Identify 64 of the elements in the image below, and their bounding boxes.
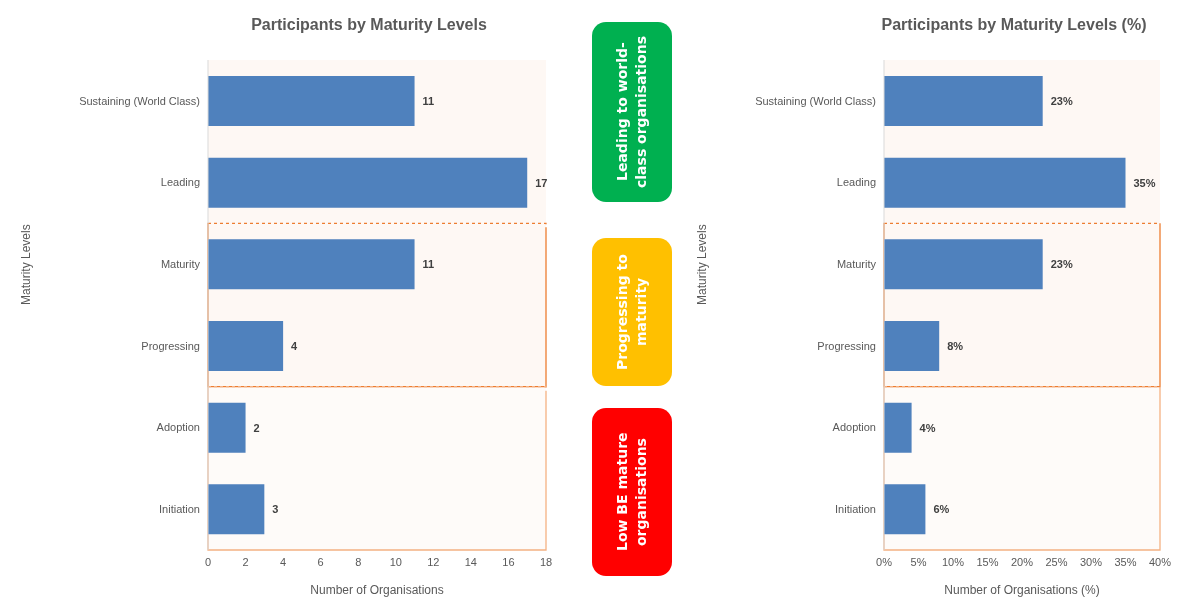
x-tick-label: 35% [1114,555,1137,568]
bar [884,321,940,371]
x-tick-label: 0% [876,555,893,568]
bar [884,76,1043,126]
x-tick-label: 8 [355,555,362,568]
y-tick-label: Maturity [160,258,201,271]
x-axis-title: Number of Organisations (%) [944,583,1100,597]
y-axis-title: Maturity Levels [19,224,34,305]
bar [208,157,528,208]
text: Low BE mature organisations [613,431,650,554]
y-tick-label: Leading [836,176,876,189]
bar [884,402,912,453]
bar [884,157,1126,208]
bar [208,402,246,453]
bar [208,76,415,126]
bar [884,484,926,535]
y-tick-label: Adoption [156,421,200,434]
x-tick-label: 14 [464,555,478,568]
y-tick-label: Leading [160,176,200,189]
x-tick-label: 10 [389,555,402,568]
data-label: 17 [535,176,548,189]
data-label: 23% [1050,258,1073,271]
y-tick-label: Progressing [817,339,876,352]
y-tick-label: Sustaining (World Class) [79,94,200,107]
x-tick-label: 2 [242,555,249,568]
data-label: 6% [933,503,950,516]
data-label: 4% [919,421,936,434]
x-tick-label: 6 [317,555,324,568]
bar [208,321,284,371]
data-label: 8% [947,339,964,352]
y-tick-label: Initiation [835,503,876,516]
chart-title: Participants by Maturity Levels [250,16,488,34]
data-label: 3 [272,503,279,516]
data-label: 35% [1133,176,1156,189]
x-tick-label: 12 [427,555,440,568]
data-label: 23% [1050,94,1073,107]
x-tick-label: 15% [976,555,999,568]
x-tick-label: 30% [1079,555,1103,568]
x-tick-label: 20% [1010,555,1034,568]
y-tick-label: Sustaining (World Class) [755,94,876,107]
data-label: 2 [253,421,260,434]
y-tick-label: Progressing [141,339,200,352]
data-label: 11 [422,94,435,107]
chart-title: Participants by Maturity Levels (%) [880,16,1148,34]
x-tick-label: 5% [910,555,927,568]
bar [208,239,415,290]
x-tick-label: 40% [1148,555,1172,568]
x-tick-label: 25% [1045,555,1068,568]
data-label: 11 [422,258,435,271]
y-axis-title: Maturity Levels [695,224,710,305]
x-axis-title: Number of Organisations [310,583,444,597]
y-tick-label: Maturity [836,258,877,271]
x-tick-label: 10% [941,555,965,568]
y-tick-label: Initiation [159,503,200,516]
y-tick-label: Adoption [832,421,876,434]
data-label: 4 [291,339,299,352]
x-tick-label: 18 [539,555,553,568]
text: Leading to world-class organisations [613,35,650,190]
bar [208,484,265,535]
text: Progressing to maturity [613,253,650,372]
x-tick-label: 16 [502,555,515,568]
x-tick-label: 4 [280,555,287,568]
x-tick-label: 0 [204,555,212,568]
bar [884,239,1043,290]
